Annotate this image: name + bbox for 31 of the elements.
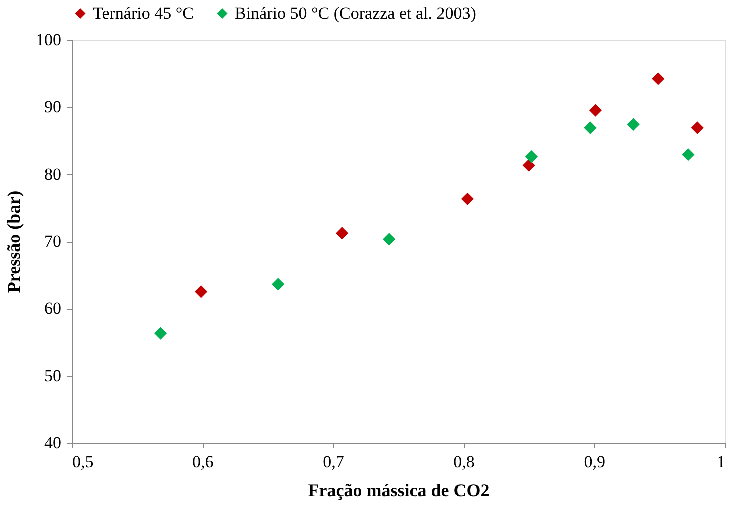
y-tick-label: 40 — [44, 434, 62, 452]
point — [154, 327, 168, 340]
y-tick-label: 80 — [44, 164, 62, 184]
x-tick-label: 0,7 — [323, 452, 345, 472]
point — [691, 122, 704, 134]
point — [461, 192, 474, 206]
point — [589, 104, 602, 117]
point — [522, 159, 536, 172]
y-tick-label: 90 — [44, 98, 62, 117]
point — [627, 118, 640, 131]
y-tick-label: 100 — [36, 30, 62, 50]
point — [272, 278, 285, 291]
x-tick-label: 0,8 — [454, 452, 475, 472]
x-tick-label: 1 — [717, 452, 726, 472]
x-axis-title: Fração mássica de CO2 — [308, 480, 490, 500]
y-axis-title: Pressão (bar) — [4, 190, 24, 294]
legend-label: Binário 50 °C (Corazza et al. 2003) — [235, 4, 476, 23]
x-tick-label: 0,6 — [192, 452, 214, 472]
x-tick-label: 0,5 — [72, 452, 94, 472]
point — [383, 233, 396, 246]
point — [525, 150, 538, 164]
point — [194, 286, 208, 298]
point — [336, 227, 349, 240]
y-tick-label: 50 — [44, 366, 62, 386]
legend-label: Ternário 45 °C — [93, 4, 194, 23]
point — [682, 148, 695, 162]
point — [652, 72, 665, 86]
x-tick-label: 0,9 — [584, 452, 606, 472]
y-tick-label: 60 — [44, 299, 62, 318]
y-tick-label: 70 — [44, 232, 62, 251]
point — [584, 122, 597, 134]
